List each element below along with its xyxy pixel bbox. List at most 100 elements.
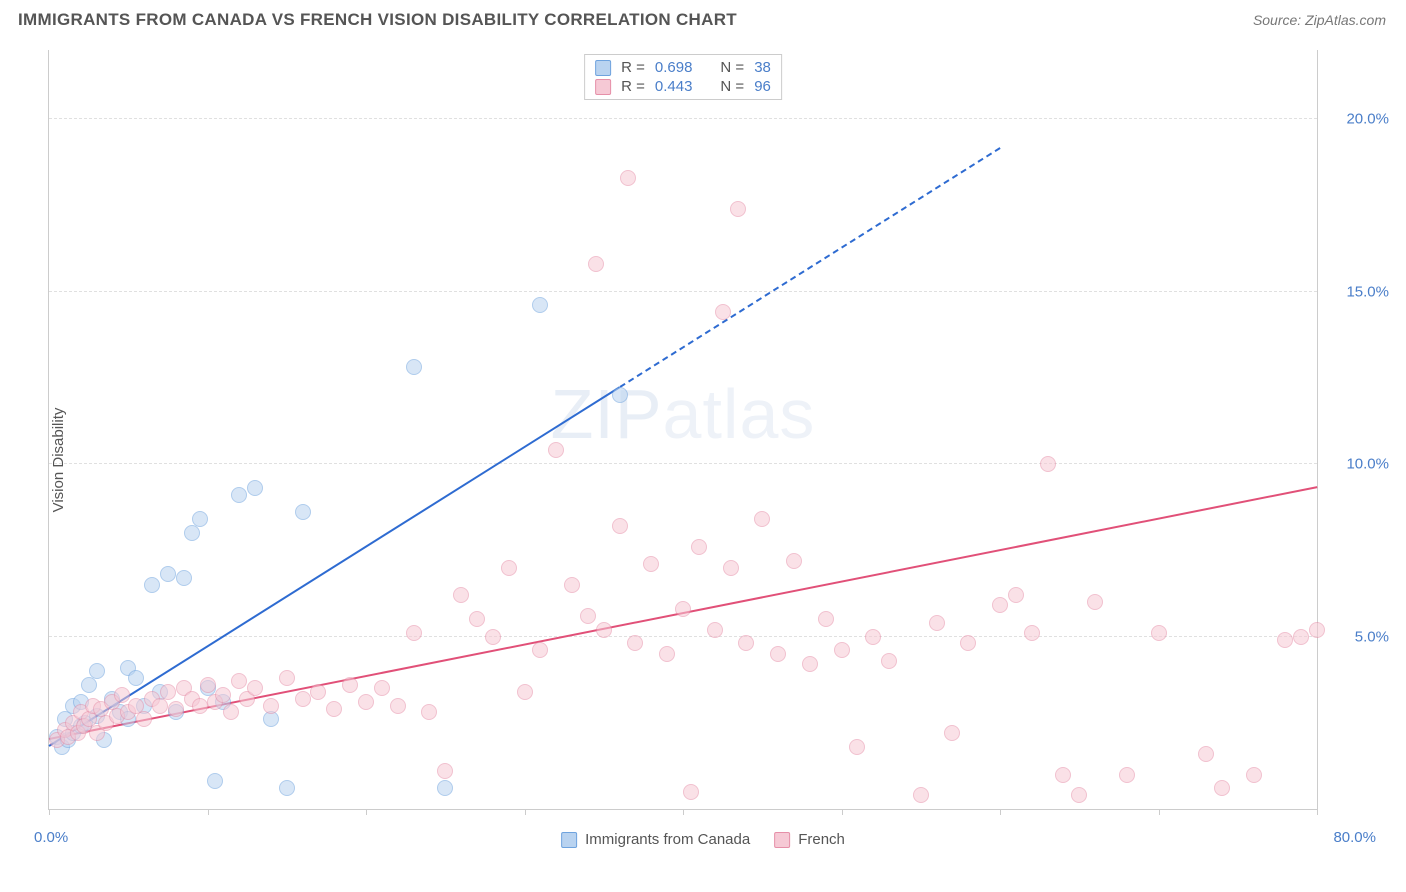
y-tick-label: 20.0%: [1346, 111, 1389, 128]
data-point-canada: [89, 663, 105, 679]
gridline-h: [49, 118, 1317, 119]
x-axis-max-label: 80.0%: [1333, 829, 1376, 846]
gridline-h: [49, 463, 1317, 464]
data-point-french: [326, 701, 342, 717]
data-point-canada: [295, 504, 311, 520]
data-point-canada: [192, 511, 208, 527]
y-tick-label: 15.0%: [1346, 283, 1389, 300]
data-point-french: [168, 701, 184, 717]
legend-stats: R = 0.698 N = 38 R = 0.443 N = 96: [584, 54, 782, 100]
data-point-french: [215, 687, 231, 703]
data-point-french: [469, 611, 485, 627]
data-point-french: [1246, 767, 1262, 783]
data-point-canada: [128, 670, 144, 686]
data-point-french: [929, 615, 945, 631]
data-point-french: [834, 642, 850, 658]
watermark: ZIPatlas: [551, 374, 816, 454]
data-point-french: [612, 518, 628, 534]
y-tick-label: 10.0%: [1346, 456, 1389, 473]
data-point-french: [200, 677, 216, 693]
data-point-french: [738, 635, 754, 651]
data-point-french: [730, 201, 746, 217]
x-axis-min-label: 0.0%: [34, 829, 68, 846]
x-tick: [683, 809, 684, 815]
data-point-french: [754, 511, 770, 527]
data-point-french: [659, 646, 675, 662]
data-point-french: [786, 553, 802, 569]
data-point-french: [1008, 587, 1024, 603]
data-point-french: [865, 629, 881, 645]
trend-line: [48, 386, 620, 746]
data-point-french: [1214, 780, 1230, 796]
data-point-canada: [184, 525, 200, 541]
data-point-french: [683, 784, 699, 800]
data-point-canada: [263, 711, 279, 727]
data-point-french: [1055, 767, 1071, 783]
data-point-canada: [612, 387, 628, 403]
data-point-canada: [406, 359, 422, 375]
data-point-french: [152, 698, 168, 714]
plot-area: ZIPatlas R = 0.698 N = 38 R = 0.443 N = …: [48, 50, 1318, 810]
data-point-french: [1071, 787, 1087, 803]
gridline-h: [49, 636, 1317, 637]
data-point-french: [437, 763, 453, 779]
source-attribution: Source: ZipAtlas.com: [1253, 12, 1386, 28]
data-point-canada: [247, 480, 263, 496]
data-point-french: [1151, 625, 1167, 641]
y-tick-label: 5.0%: [1355, 628, 1389, 645]
x-tick: [525, 809, 526, 815]
data-point-french: [517, 684, 533, 700]
data-point-french: [707, 622, 723, 638]
data-point-french: [390, 698, 406, 714]
x-tick: [366, 809, 367, 815]
x-tick: [842, 809, 843, 815]
data-point-french: [136, 711, 152, 727]
data-point-french: [675, 601, 691, 617]
legend-swatch-canada-bottom: [561, 832, 577, 848]
data-point-french: [723, 560, 739, 576]
data-point-french: [406, 625, 422, 641]
data-point-french: [1087, 594, 1103, 610]
data-point-french: [485, 629, 501, 645]
data-point-french: [231, 673, 247, 689]
data-point-french: [802, 656, 818, 672]
data-point-french: [247, 680, 263, 696]
data-point-french: [881, 653, 897, 669]
data-point-french: [818, 611, 834, 627]
data-point-french: [279, 670, 295, 686]
data-point-canada: [160, 566, 176, 582]
data-point-french: [114, 687, 130, 703]
data-point-french: [1309, 622, 1325, 638]
data-point-french: [1277, 632, 1293, 648]
data-point-french: [691, 539, 707, 555]
data-point-french: [310, 684, 326, 700]
data-point-french: [1293, 629, 1309, 645]
x-tick: [1000, 809, 1001, 815]
gridline-h: [49, 291, 1317, 292]
legend-swatch-french: [595, 79, 611, 95]
chart-header: IMMIGRANTS FROM CANADA VS FRENCH VISION …: [0, 0, 1406, 40]
legend-swatch-french-bottom: [774, 832, 790, 848]
legend-stats-row-canada: R = 0.698 N = 38: [595, 58, 771, 77]
x-tick: [1317, 809, 1318, 815]
data-point-french: [501, 560, 517, 576]
legend-item-french: French: [774, 831, 845, 848]
data-point-french: [620, 170, 636, 186]
x-tick: [49, 809, 50, 815]
data-point-french: [342, 677, 358, 693]
data-point-french: [913, 787, 929, 803]
data-point-french: [223, 704, 239, 720]
legend-item-canada: Immigrants from Canada: [561, 831, 750, 848]
data-point-french: [160, 684, 176, 700]
data-point-french: [532, 642, 548, 658]
data-point-french: [1040, 456, 1056, 472]
data-point-french: [960, 635, 976, 651]
legend-swatch-canada: [595, 60, 611, 76]
data-point-french: [564, 577, 580, 593]
data-point-french: [849, 739, 865, 755]
data-point-french: [192, 698, 208, 714]
data-point-french: [1024, 625, 1040, 641]
data-point-french: [580, 608, 596, 624]
data-point-canada: [207, 773, 223, 789]
chart-title: IMMIGRANTS FROM CANADA VS FRENCH VISION …: [18, 10, 737, 30]
